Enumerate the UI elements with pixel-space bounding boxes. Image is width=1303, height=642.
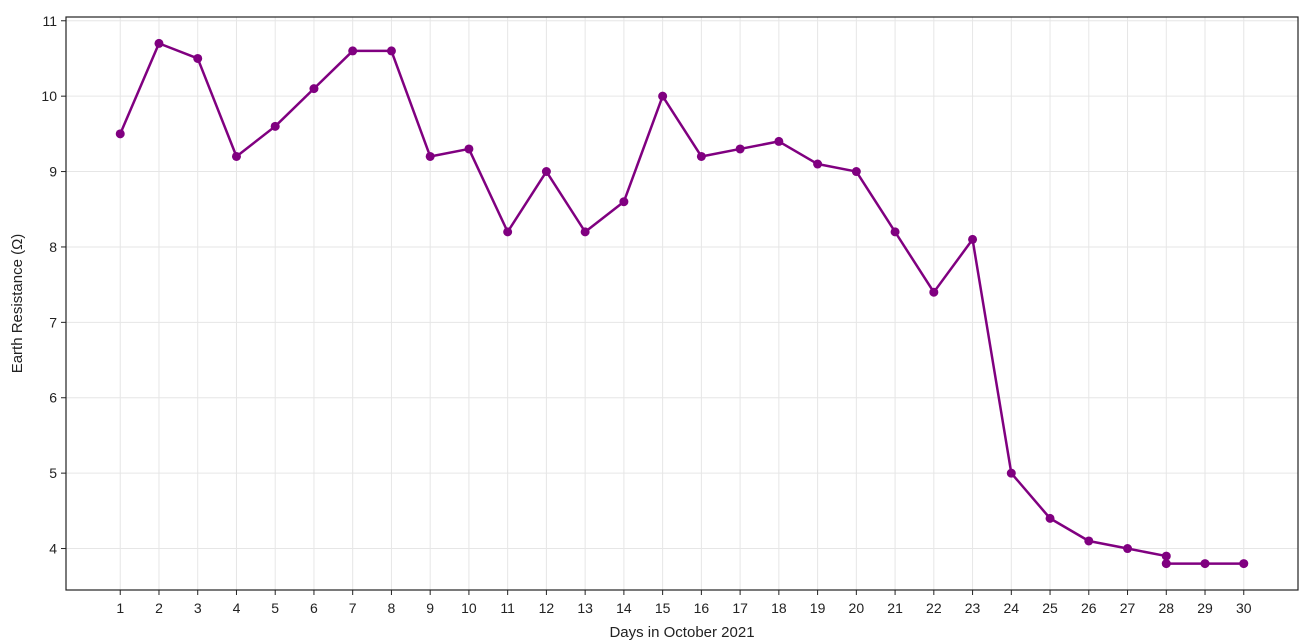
y-axis-label: Earth Resistance (Ω): [9, 234, 26, 374]
data-point: [542, 167, 551, 176]
x-tick-label: 4: [233, 600, 241, 616]
x-tick-label: 17: [732, 600, 748, 616]
x-tick-label: 6: [310, 600, 318, 616]
x-tick-label: 20: [849, 600, 865, 616]
data-point: [232, 152, 241, 161]
x-tick-label: 29: [1197, 600, 1213, 616]
x-tick-label: 23: [965, 600, 981, 616]
x-tick-label: 1: [116, 600, 124, 616]
x-tick-label: 22: [926, 600, 942, 616]
plot-frame: [66, 17, 1298, 590]
data-point: [658, 92, 667, 101]
x-tick-label: 12: [539, 600, 555, 616]
x-tick-label: 21: [887, 600, 903, 616]
data-point: [426, 152, 435, 161]
data-point: [464, 144, 473, 153]
data-point: [309, 84, 318, 93]
y-tick-label: 11: [42, 13, 57, 29]
x-tick-label: 19: [810, 600, 826, 616]
x-tick-label: 5: [271, 600, 279, 616]
data-point: [736, 144, 745, 153]
data-point: [619, 197, 628, 206]
data-point: [813, 160, 822, 169]
x-tick-label: 25: [1042, 600, 1058, 616]
x-tick-label: 15: [655, 600, 671, 616]
y-tick-label: 10: [41, 88, 57, 104]
data-point: [348, 46, 357, 55]
data-point: [271, 122, 280, 131]
data-point: [1046, 514, 1055, 523]
data-point: [581, 227, 590, 236]
y-tick-label: 5: [49, 465, 57, 481]
x-tick-label: 28: [1158, 600, 1174, 616]
data-point: [116, 129, 125, 138]
data-point: [1123, 544, 1132, 553]
x-axis-label: Days in October 2021: [609, 624, 754, 641]
data-point: [891, 227, 900, 236]
data-point: [852, 167, 861, 176]
y-tick-label: 9: [49, 164, 57, 180]
data-point: [193, 54, 202, 63]
data-point: [1201, 559, 1210, 568]
x-tick-label: 8: [388, 600, 396, 616]
data-point: [503, 227, 512, 236]
data-point: [154, 39, 163, 48]
x-tick-label: 11: [500, 600, 515, 616]
y-tick-label: 7: [49, 314, 57, 330]
data-point: [387, 46, 396, 55]
data-point: [1239, 559, 1248, 568]
x-tick-label: 30: [1236, 600, 1252, 616]
series-line: [120, 43, 1244, 563]
x-tick-label: 9: [426, 600, 434, 616]
data-point: [968, 235, 977, 244]
y-tick-label: 4: [49, 541, 57, 557]
x-tick-label: 2: [155, 600, 163, 616]
x-tick-label: 10: [461, 600, 477, 616]
data-point: [1007, 469, 1016, 478]
y-tick-label: 8: [49, 239, 57, 255]
grid: [66, 17, 1298, 590]
x-tick-label: 16: [694, 600, 710, 616]
x-tick-label: 24: [1004, 600, 1020, 616]
x-tick-label: 27: [1120, 600, 1136, 616]
data-point: [929, 288, 938, 297]
x-tick-label: 14: [616, 600, 632, 616]
x-tick-label: 26: [1081, 600, 1097, 616]
data-point: [1084, 536, 1093, 545]
series-layer: [116, 39, 1249, 568]
data-point: [1162, 559, 1171, 568]
x-axis-ticks: 1 2 3 4 5 6 7 8 9 10 11 12 13 14 15 16 17 18 19 20 21 22 23 24 2…: [116, 590, 1251, 616]
data-point: [774, 137, 783, 146]
y-tick-label: 6: [49, 390, 57, 406]
x-tick-label: 18: [771, 600, 787, 616]
x-tick-label: 13: [577, 600, 593, 616]
x-tick-label: 7: [349, 600, 357, 616]
x-tick-label: 3: [194, 600, 202, 616]
data-point: [697, 152, 706, 161]
y-axis-ticks: 4 5 6 7 8 9 10 11: [41, 13, 66, 557]
